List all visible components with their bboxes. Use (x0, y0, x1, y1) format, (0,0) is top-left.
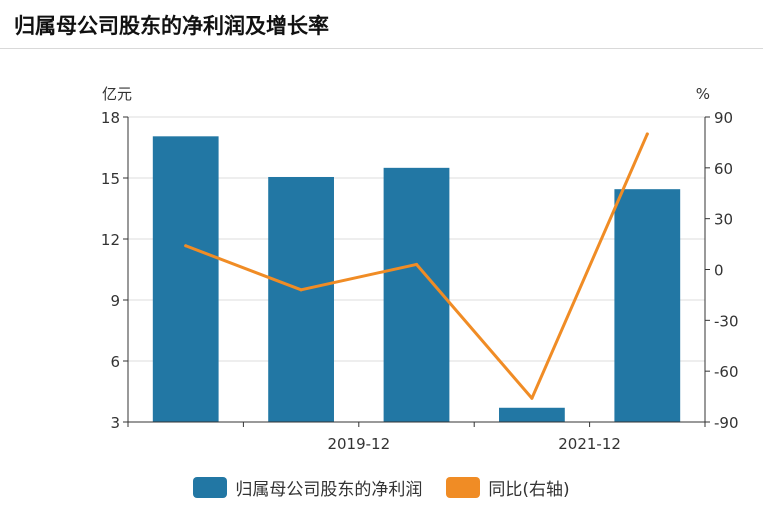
y-tick-label-right: 90 (714, 109, 733, 127)
y-tick-label-right: -60 (714, 363, 739, 381)
y-tick-label-left: 3 (110, 414, 120, 432)
chart-title: 归属母公司股东的净利润及增长率 (14, 14, 329, 38)
legend-swatch-line (446, 476, 481, 498)
y-tick-label-left: 6 (110, 353, 120, 371)
line-point (299, 288, 303, 292)
bar (499, 407, 565, 422)
bar (614, 189, 681, 422)
bar (152, 136, 219, 423)
y-tick-label-right: 0 (714, 262, 724, 280)
x-tick-label: 2021-12 (558, 435, 621, 453)
legend-label-yoy: 同比(右轴) (488, 479, 570, 500)
y-tick-label-right: -30 (714, 312, 739, 330)
legend-swatch-bar (193, 476, 228, 498)
legend: 归属母公司股东的净利润 同比(右轴) (0, 472, 763, 502)
y-tick-label-left: 15 (101, 170, 120, 188)
y-tick-label-right: 30 (714, 211, 733, 229)
legend-item-yoy[interactable]: 同比(右轴) (446, 475, 570, 500)
legend-item-profit[interactable]: 归属母公司股东的净利润 (193, 475, 422, 500)
x-tick-label: 2019-12 (327, 435, 390, 453)
line-point (645, 132, 649, 136)
legend-label-profit: 归属母公司股东的净利润 (235, 479, 423, 500)
line-point (530, 396, 534, 400)
y-tick-label-left: 9 (110, 292, 120, 310)
y-unit-left: 亿元 (102, 85, 132, 103)
y-tick-label-left: 18 (101, 109, 120, 127)
y-tick-label-right: 60 (714, 160, 733, 178)
line-point (184, 244, 188, 248)
bar (383, 167, 450, 422)
y-unit-right: % (696, 85, 710, 103)
y-tick-label-left: 12 (101, 231, 120, 249)
y-tick-label-right: -90 (714, 414, 739, 432)
line-point (415, 262, 418, 266)
bar (268, 176, 334, 422)
chart-header: 归属母公司股东的净利润及增长率 (0, 0, 763, 49)
